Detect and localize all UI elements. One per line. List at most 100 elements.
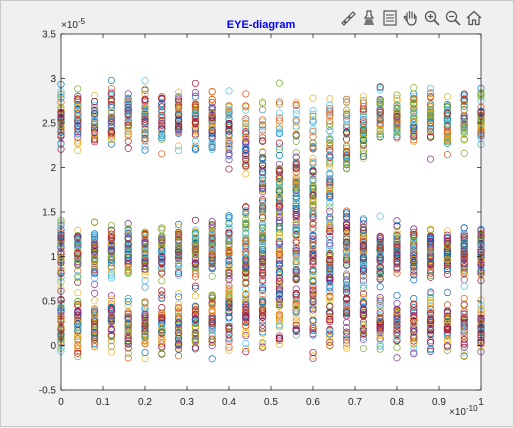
data-point: [427, 128, 435, 136]
data-point: [74, 289, 82, 297]
data-point: [309, 133, 317, 141]
data-point: [259, 202, 267, 211]
data-point: [326, 191, 334, 200]
data-point: [343, 301, 351, 309]
data-point: [242, 102, 250, 110]
data-point: [208, 110, 216, 118]
data-point: [124, 117, 132, 125]
data-point: [326, 120, 334, 128]
data-point: [443, 120, 451, 128]
data-point: [309, 352, 317, 360]
data-point: [410, 238, 418, 246]
data-point: [460, 95, 468, 103]
data-point: [376, 127, 384, 135]
pan-button[interactable]: [402, 8, 420, 28]
data-point: [191, 128, 199, 136]
data-point: [141, 315, 149, 323]
data-point: [326, 303, 334, 311]
data-point: [275, 219, 283, 227]
data-point: [275, 167, 283, 175]
data-point: [359, 281, 367, 289]
legend-icon: [383, 10, 397, 26]
data-point: [124, 320, 132, 328]
data-point: [393, 94, 401, 102]
data-point: [343, 242, 351, 250]
data-point: [91, 305, 99, 313]
data-point: [175, 300, 183, 308]
data-point: [275, 229, 283, 237]
data-point: [359, 107, 367, 115]
data-point: [107, 104, 115, 112]
data-tips-button[interactable]: [360, 8, 378, 28]
data-point: [259, 178, 267, 186]
data-point: [158, 332, 166, 341]
data-point: [141, 239, 149, 248]
data-point: [124, 90, 132, 98]
data-point: [343, 106, 351, 114]
data-point: [326, 268, 334, 276]
data-point: [208, 337, 216, 345]
data-point: [225, 255, 233, 263]
data-point: [393, 217, 401, 225]
data-point: [343, 95, 351, 103]
data-point: [343, 160, 351, 168]
data-point: [191, 146, 199, 154]
data-point: [141, 123, 149, 131]
data-point: [191, 79, 199, 87]
data-point: [393, 269, 401, 277]
data-point: [343, 115, 351, 123]
data-point: [191, 92, 199, 100]
data-point: [359, 318, 367, 326]
data-point: [175, 293, 183, 301]
data-point: [309, 219, 317, 227]
data-point: [91, 255, 99, 263]
data-point: [208, 124, 216, 132]
zoom-in-button[interactable]: [423, 8, 441, 28]
data-point: [124, 243, 132, 251]
data-point: [259, 137, 267, 145]
data-point: [225, 302, 233, 311]
chart-title: EYE-diagram: [227, 19, 296, 31]
x-tick-label: 0.2: [138, 397, 152, 408]
data-point: [275, 281, 283, 289]
data-point: [460, 254, 468, 262]
data-point: [292, 214, 300, 223]
data-point: [275, 98, 283, 106]
data-point: [91, 101, 99, 109]
data-point: [427, 254, 435, 262]
data-point: [275, 117, 283, 125]
data-point: [460, 224, 468, 232]
zoom-out-button[interactable]: [444, 8, 462, 28]
data-point: [343, 272, 351, 280]
data-point: [292, 210, 300, 218]
data-point: [259, 182, 267, 190]
data-point: [359, 297, 367, 305]
data-point: [376, 125, 384, 134]
x-tick-label: 0.8: [390, 397, 404, 408]
data-point: [275, 251, 283, 259]
data-point: [326, 107, 334, 115]
data-point: [460, 282, 468, 290]
data-point: [242, 344, 250, 353]
data-point: [292, 101, 300, 110]
data-point: [124, 130, 132, 138]
data-point: [410, 263, 418, 271]
data-point: [393, 311, 401, 319]
data-point: [460, 237, 468, 245]
data-point: [443, 319, 451, 327]
data-point: [326, 315, 334, 323]
data-point: [259, 271, 267, 279]
data-point: [309, 331, 317, 339]
data-point: [141, 77, 149, 85]
data-point: [259, 298, 267, 306]
data-point: [208, 255, 216, 263]
legend-button[interactable]: [381, 8, 399, 28]
data-point: [275, 217, 283, 225]
data-point: [208, 95, 216, 103]
restore-view-button[interactable]: [465, 8, 483, 28]
data-point: [427, 316, 435, 325]
brush-button[interactable]: [339, 8, 357, 28]
data-point: [343, 155, 351, 163]
data-point: [191, 226, 199, 234]
